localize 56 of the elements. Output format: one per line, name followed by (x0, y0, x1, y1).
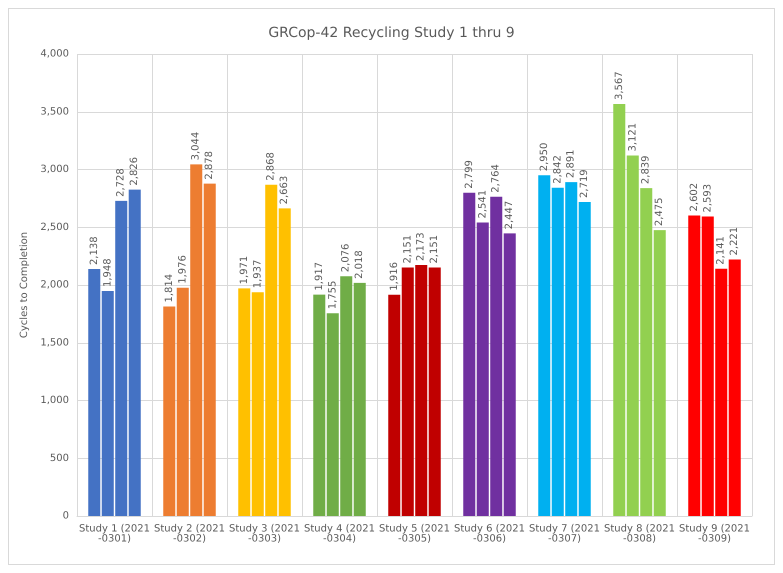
x-tick-label: Study 1 (2021-0301) (79, 524, 150, 544)
data-label: 2,842 (552, 155, 564, 184)
x-tick-label: Study 4 (2021-0304) (304, 524, 375, 544)
data-label: 2,799 (464, 160, 475, 189)
data-label: 2,151 (429, 234, 440, 264)
chart-title: GRCop-42 Recycling Study 1 thru 9 (268, 25, 515, 41)
y-tick-label: 2,000 (40, 280, 69, 290)
data-label: 2,764 (490, 164, 502, 193)
x-tick-label: Study 8 (2021-0308) (604, 524, 675, 544)
x-tick-label: Study 3 (2021-0303) (229, 524, 300, 544)
data-label: 2,447 (504, 200, 516, 230)
data-label: 1,916 (388, 262, 400, 291)
data-label: 2,602 (688, 182, 700, 212)
y-axis-title: Cycles to Completion (18, 232, 30, 338)
y-tick-label: 500 (50, 452, 69, 464)
data-label: 2,839 (640, 155, 652, 184)
data-label: 1,971 (238, 256, 250, 284)
data-label: 3,567 (614, 71, 625, 100)
data-label: 2,593 (702, 184, 714, 213)
data-label: 2,221 (729, 226, 740, 256)
data-label: 2,018 (354, 250, 366, 279)
x-tick-label: Study 7 (2021-0307) (529, 524, 600, 544)
y-tick-label: 1,000 (40, 395, 69, 406)
data-label: 1,814 (164, 274, 175, 302)
data-label: 2,719 (579, 169, 590, 198)
data-label: 1,917 (314, 262, 325, 291)
data-label: 2,891 (566, 149, 577, 178)
y-tick-label: 3,500 (40, 106, 69, 118)
data-label: 2,173 (416, 232, 427, 262)
data-label: 2,950 (538, 142, 550, 172)
data-label: 2,878 (204, 150, 216, 180)
data-label: 2,663 (279, 176, 290, 204)
x-tick-label: Study 2 (2021-0302) (154, 524, 225, 544)
data-label: 1,976 (177, 255, 188, 284)
data-label: 2,826 (129, 156, 140, 186)
data-label: 2,868 (266, 152, 277, 181)
data-label: 3,121 (627, 122, 638, 152)
data-label: 2,138 (88, 236, 100, 266)
y-tick-label: 2,500 (40, 222, 69, 233)
y-tick-label: 4,000 (40, 48, 69, 60)
data-label: 2,728 (116, 168, 127, 197)
x-tick-label: Study 6 (2021-0306) (454, 524, 525, 544)
data-label: 2,076 (340, 244, 352, 272)
data-label: 1,755 (327, 280, 338, 310)
y-tick-label: 3,000 (40, 164, 69, 175)
data-label: 2,141 (716, 236, 727, 265)
y-tick-label: 0 (62, 510, 69, 522)
data-label: 1,937 (252, 260, 264, 288)
data-label: 2,151 (402, 234, 414, 264)
data-label: 2,475 (654, 197, 666, 226)
data-label: 1,948 (102, 258, 114, 288)
x-tick-label: Study 9 (2021-0309) (679, 524, 750, 544)
y-tick-label: 1,500 (40, 337, 69, 348)
data-label: 2,541 (477, 190, 488, 219)
data-label: 3,044 (190, 132, 202, 160)
x-tick-label: Study 5 (2021-0305) (379, 524, 450, 544)
